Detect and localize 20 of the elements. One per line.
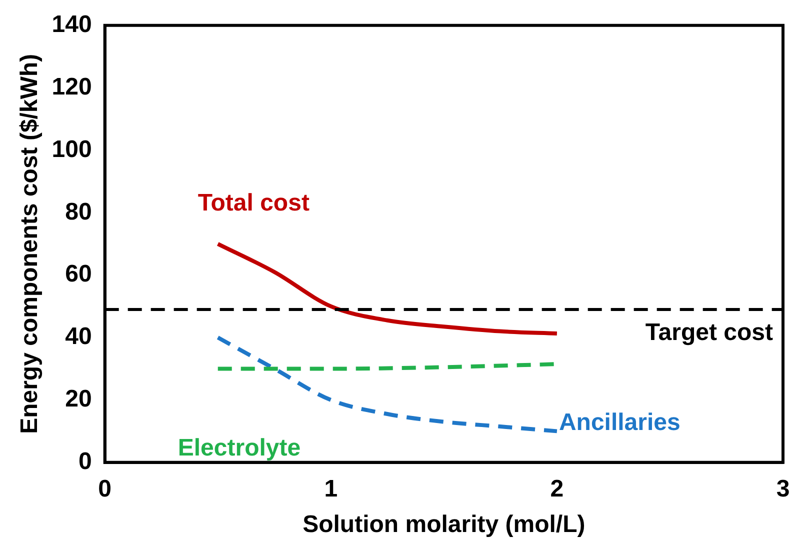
line-series: [216, 336, 559, 434]
x-tick-label: 0: [98, 475, 112, 502]
x-tick-label: 2: [550, 475, 564, 502]
series-label: Total cost: [198, 190, 310, 217]
y-tick-label: 60: [65, 260, 92, 288]
x-tick-label: 1: [324, 475, 338, 502]
x-tick-label: 3: [776, 475, 790, 502]
series-label: Ancillaries: [558, 408, 680, 436]
y-tick-label: 100: [52, 136, 92, 163]
line-series: [216, 242, 559, 336]
y-axis-title: Energy components cost ($/kWh): [16, 54, 44, 434]
x-axis-title: Solution molarity (mol/L): [302, 511, 586, 538]
y-tick-label: 80: [65, 198, 92, 226]
y-tick-label: 120: [52, 73, 92, 100]
y-tick-label: 20: [65, 386, 92, 413]
y-tick-label: 0: [78, 448, 92, 476]
y-tick-label: 40: [65, 323, 92, 350]
text: Electrolyte: [178, 434, 301, 462]
y-tick-label: 140: [52, 11, 92, 38]
ref-line-label: Target cost: [645, 319, 773, 346]
